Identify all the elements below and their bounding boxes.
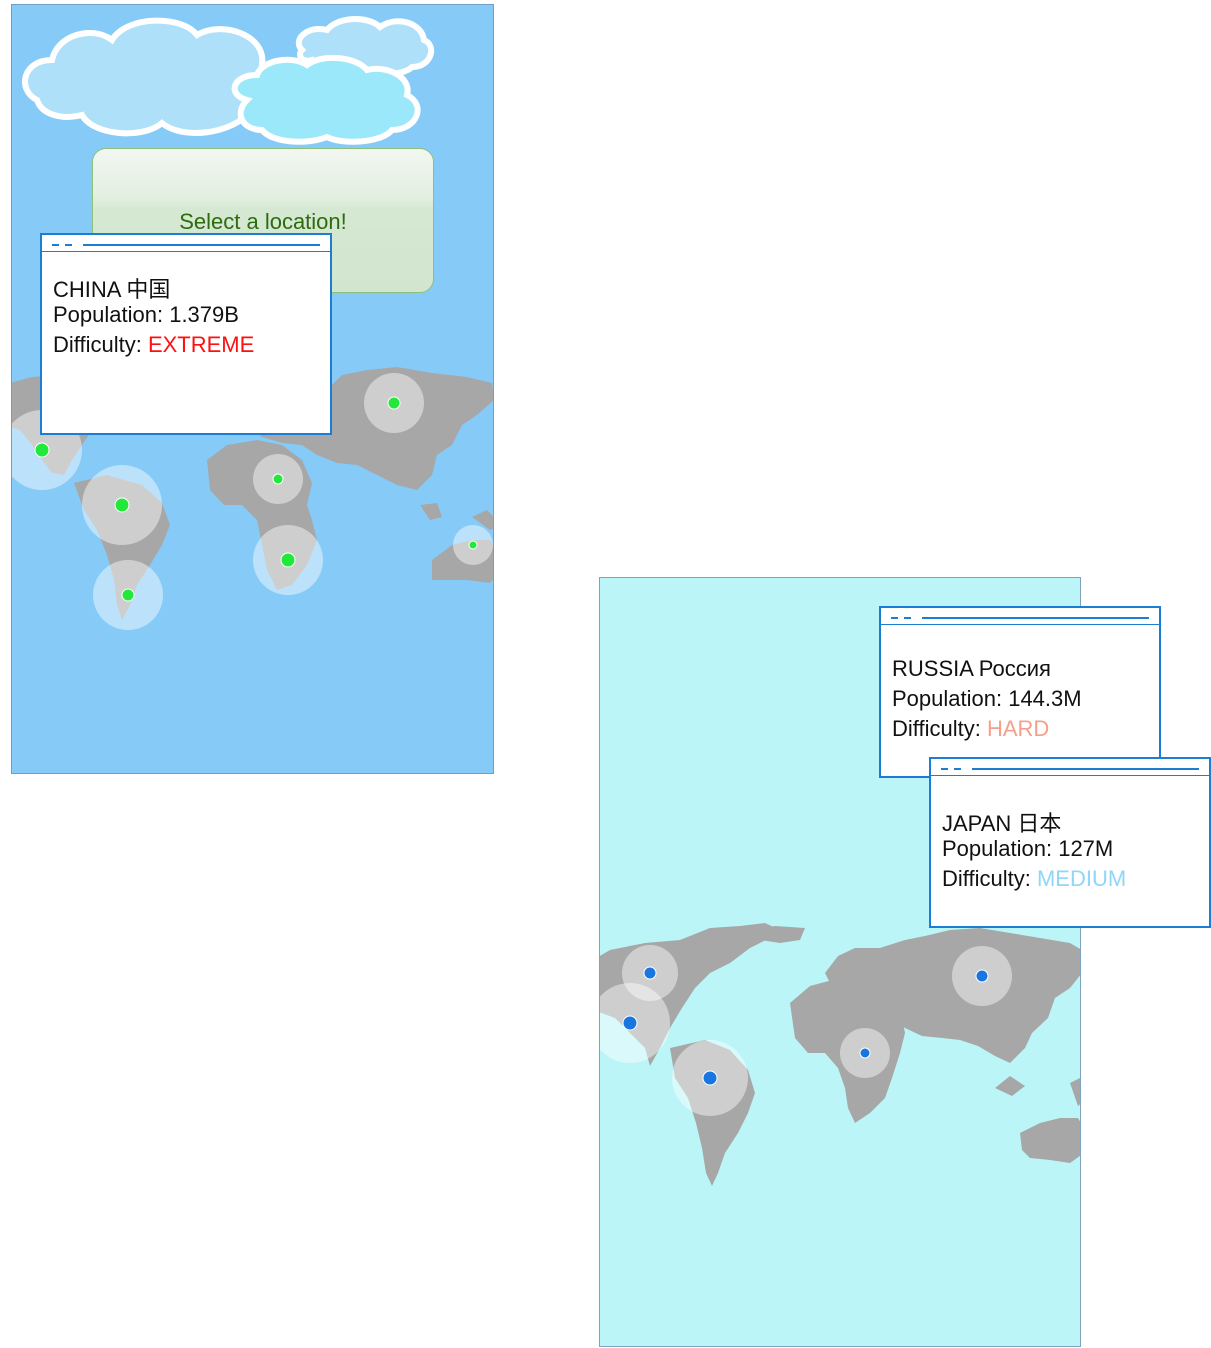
location-marker-canada[interactable] [622, 945, 678, 1001]
cloud-icon [22, 17, 278, 137]
population-value: 127M [1058, 836, 1114, 861]
popup-titlebar [931, 768, 1209, 776]
country-name: JAPAN 日本 [942, 811, 1062, 836]
difficulty-value: MEDIUM [1036, 866, 1127, 891]
population-line: Population: 144.3M [892, 686, 1082, 712]
difficulty-label: Difficulty: [892, 716, 987, 741]
location-marker-usa[interactable] [600, 983, 670, 1063]
population-label: Population: [892, 686, 1009, 711]
location-marker-australia[interactable] [453, 525, 493, 565]
difficulty-value: HARD [986, 716, 1050, 741]
location-marker-argentina[interactable] [93, 560, 163, 630]
population-value: 144.3M [1008, 686, 1082, 711]
country-info-popup-russia: RUSSIA Россия Population: 144.3M Difficu… [879, 606, 1161, 778]
location-marker-russia[interactable] [364, 373, 424, 433]
popup-titlebar [42, 244, 330, 252]
location-marker-north-africa[interactable] [253, 454, 303, 504]
population-label: Population: [942, 836, 1059, 861]
popup-titlebar [881, 617, 1159, 625]
difficulty-label: Difficulty: [942, 866, 1037, 891]
location-marker-north-africa[interactable] [840, 1028, 890, 1078]
difficulty-line: Difficulty: HARD [892, 716, 1049, 742]
difficulty-line: Difficulty: EXTREME [53, 332, 254, 358]
country-name: CHINA 中国 [53, 277, 171, 302]
location-marker-brazil[interactable] [82, 465, 162, 545]
population-line: Population: 127M [942, 836, 1113, 862]
country-name: RUSSIA Россия [892, 656, 1051, 681]
cloud-icon [231, 54, 421, 145]
location-marker-south-africa[interactable] [253, 525, 323, 595]
continents [600, 923, 1080, 1186]
location-marker-russia[interactable] [952, 946, 1012, 1006]
select-location-text: Select a location! [179, 209, 347, 234]
population-value: 1.379B [169, 302, 239, 327]
country-info-popup-china: CHINA 中国 Population: 1.379B Difficulty: … [40, 233, 332, 435]
difficulty-value: EXTREME [147, 332, 255, 357]
difficulty-line: Difficulty: MEDIUM [942, 866, 1126, 892]
population-label: Population: [53, 302, 170, 327]
difficulty-label: Difficulty: [53, 332, 148, 357]
country-info-popup-japan: JAPAN 日本 Population: 127M Difficulty: ME… [929, 757, 1211, 928]
world-map [600, 923, 1080, 1186]
population-line: Population: 1.379B [53, 302, 239, 328]
location-marker-brazil[interactable] [672, 1040, 748, 1116]
